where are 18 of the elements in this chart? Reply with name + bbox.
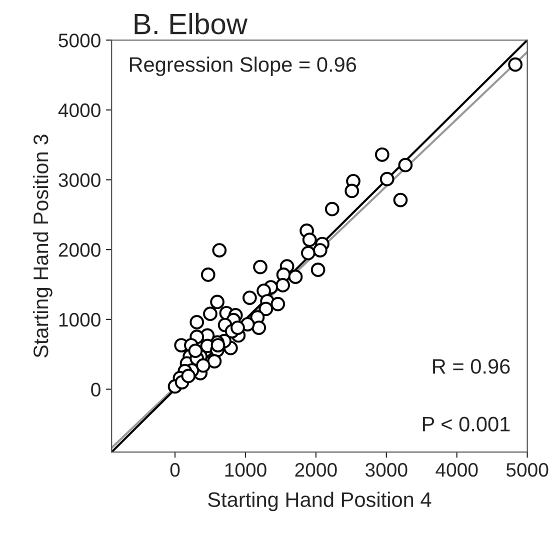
y-tick-label: 0 — [91, 382, 100, 396]
x-tick-label: 1000 — [225, 463, 266, 477]
y-tick-label: 2000 — [58, 243, 100, 257]
x-tick-label: 5000 — [506, 463, 548, 477]
y-tick-label: 5000 — [58, 34, 100, 48]
y-axis-title: Starting Hand Position 3 — [32, 134, 52, 358]
annotation: P < 0.001 — [422, 416, 510, 432]
annotation: Regression Slope = 0.96 — [130, 56, 356, 76]
x-tick-label: 0 — [170, 463, 180, 477]
y-tick-label: 4000 — [58, 103, 100, 118]
x-tick-label: 2000 — [295, 463, 337, 477]
chart-title: B. Elbow — [134, 12, 248, 34]
x-tick-label: 3000 — [366, 463, 408, 477]
y-tick-label: 3000 — [58, 173, 100, 188]
y-tick-label: 1000 — [59, 312, 100, 327]
annotation: R = 0.96 — [433, 359, 510, 374]
x-tick-label: 4000 — [436, 463, 478, 477]
x-axis-title: Starting Hand Position 4 — [208, 492, 432, 512]
